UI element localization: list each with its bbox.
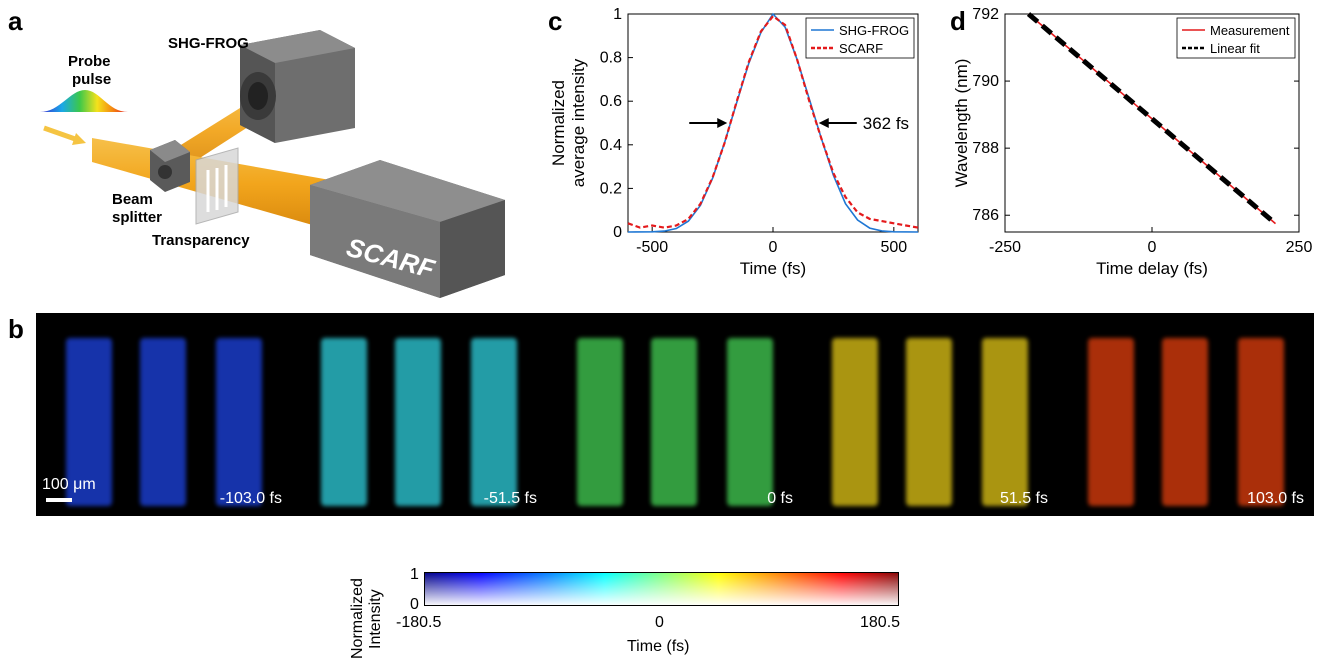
scale-bar bbox=[46, 498, 72, 502]
frame-2: 0 fs bbox=[547, 313, 803, 516]
c-ytick-label-1: 0.2 bbox=[600, 180, 622, 197]
frame-3-time: 51.5 fs bbox=[999, 490, 1048, 507]
beam-splitter-icon bbox=[150, 140, 190, 192]
frame-4-time: 103.0 fs bbox=[1247, 490, 1304, 507]
frame-1: -51.5 fs bbox=[291, 313, 547, 516]
c-series-0-line bbox=[627, 12, 919, 233]
frame-3-slit-1 bbox=[832, 338, 878, 506]
c-ylabel-line1: Normalized bbox=[549, 80, 568, 166]
colorbar-xlabel: Time (fs) bbox=[627, 638, 690, 655]
colorbar-ylabel-line1: Normalized bbox=[349, 578, 366, 659]
d-legend-label-1: Linear fit bbox=[1210, 41, 1260, 56]
c-legend-label-1: SCARF bbox=[839, 41, 883, 56]
frame-0: 100 μm -103.0 fs bbox=[36, 313, 292, 516]
c-fwhm-arrowhead-left bbox=[717, 118, 728, 128]
colorbar-ytick-bottom: 0 bbox=[410, 596, 419, 613]
c-fwhm-label: 362 fs bbox=[863, 114, 909, 133]
frame-4: 103.0 fs bbox=[1058, 313, 1314, 516]
d-ytick-label-3: 792 bbox=[972, 6, 999, 23]
colorbar-gradient bbox=[424, 572, 899, 606]
colorbar-xtick-right: 180.5 bbox=[860, 614, 901, 631]
panel-b-letter: b bbox=[8, 314, 24, 344]
frame-2-slit-1 bbox=[577, 338, 623, 506]
colorbar-border bbox=[424, 572, 899, 606]
colorbar-ylabel: Normalized Intensity bbox=[349, 578, 384, 659]
c-legend bbox=[805, 17, 915, 59]
c-series-1-line bbox=[627, 14, 919, 229]
d-legend bbox=[1176, 17, 1296, 59]
d-series-0-line bbox=[1027, 13, 1277, 225]
d-legend-label-0: Measurement bbox=[1210, 23, 1290, 38]
probe-pulse-icon bbox=[40, 90, 128, 112]
c-xtick-label-0: -500 bbox=[636, 239, 668, 256]
panel-a-letter: a bbox=[8, 6, 23, 36]
chart-c-intensity: -500 0 500 0 0.2 0.4 0.6 0.8 1 SHG-FROG SCARF Time … bbox=[549, 6, 919, 278]
scale-bar-label: 100 μm bbox=[42, 476, 96, 493]
frame-2-time: 0 fs bbox=[767, 490, 793, 507]
frame-2-slit-2 bbox=[651, 338, 697, 506]
d-xlabel: Time delay (fs) bbox=[1096, 259, 1208, 278]
frame-0-time: -103.0 fs bbox=[219, 490, 282, 507]
panel-d-letter: d bbox=[950, 6, 966, 36]
c-ytick-label-3: 0.6 bbox=[600, 93, 622, 110]
c-xlabel: Time (fs) bbox=[740, 259, 806, 278]
d-ylabel: Wavelength (nm) bbox=[952, 59, 971, 188]
frame-2-slit-3 bbox=[727, 338, 773, 506]
d-ytick-label-1: 788 bbox=[972, 140, 999, 157]
d-xtick-label-2: 250 bbox=[1286, 239, 1313, 256]
c-fwhm-arrowhead-right bbox=[818, 118, 829, 128]
c-ytick-label-5: 1 bbox=[613, 6, 622, 23]
c-ylabel-line2: average intensity bbox=[569, 58, 588, 187]
setup-illustration: Probe pulse SHG-FROG Beam splitter Trans… bbox=[40, 30, 505, 298]
frame-0-slit-3 bbox=[216, 338, 262, 506]
d-ytick-label-2: 790 bbox=[972, 73, 999, 90]
frame-3-slit-2 bbox=[906, 338, 952, 506]
chart-d-wavelength: -250 0 250 786 788 790 792 Measurement Linear fi… bbox=[952, 6, 1313, 278]
beam-splitter-label-line1: Beam bbox=[112, 191, 153, 208]
frame-0-slit-2 bbox=[140, 338, 186, 506]
c-ytick-label-0: 0 bbox=[613, 224, 622, 241]
colorbar-xtick-mid: 0 bbox=[655, 614, 664, 631]
d-xtick-label-0: -250 bbox=[989, 239, 1021, 256]
frame-4-slit-2 bbox=[1162, 338, 1208, 506]
probe-label-line2: pulse bbox=[72, 71, 111, 88]
panel-c-letter: c bbox=[548, 6, 563, 36]
shg-frog-label: SHG-FROG bbox=[168, 35, 249, 52]
scarf-device-icon bbox=[310, 160, 505, 298]
shg-frog-device-icon bbox=[240, 30, 355, 143]
colorbar-ytick-top: 1 bbox=[410, 566, 419, 583]
frame-4-slit-1 bbox=[1088, 338, 1134, 506]
beam-splitter-label-line2: splitter bbox=[112, 209, 162, 226]
frame-3-slit-3 bbox=[982, 338, 1028, 506]
frame-1-slit-2 bbox=[395, 338, 441, 506]
frame-3: 51.5 fs bbox=[802, 313, 1058, 516]
transparency-label: Transparency bbox=[152, 232, 250, 249]
frame-1-time: -51.5 fs bbox=[483, 490, 537, 507]
input-arrow-icon bbox=[72, 133, 86, 145]
frame-1-slit-3 bbox=[471, 338, 517, 506]
c-legend-label-0: SHG-FROG bbox=[839, 23, 909, 38]
c-ytick-label-4: 0.8 bbox=[600, 50, 622, 67]
c-xtick-label-2: 500 bbox=[880, 239, 907, 256]
transparency-icon bbox=[195, 147, 239, 225]
colorbar-xtick-left: -180.5 bbox=[396, 614, 442, 631]
d-xtick-label-1: 0 bbox=[1148, 239, 1157, 256]
frame-4-slit-3 bbox=[1238, 338, 1284, 506]
frame-0-slit-1 bbox=[66, 338, 112, 506]
c-xtick-label-1: 0 bbox=[769, 239, 778, 256]
colorbar-ylabel-line2: Intensity bbox=[367, 589, 384, 649]
frame-1-slit-1 bbox=[321, 338, 367, 506]
probe-label-line1: Probe bbox=[68, 53, 111, 70]
c-ytick-label-2: 0.4 bbox=[600, 137, 622, 154]
d-ytick-label-0: 786 bbox=[972, 207, 999, 224]
